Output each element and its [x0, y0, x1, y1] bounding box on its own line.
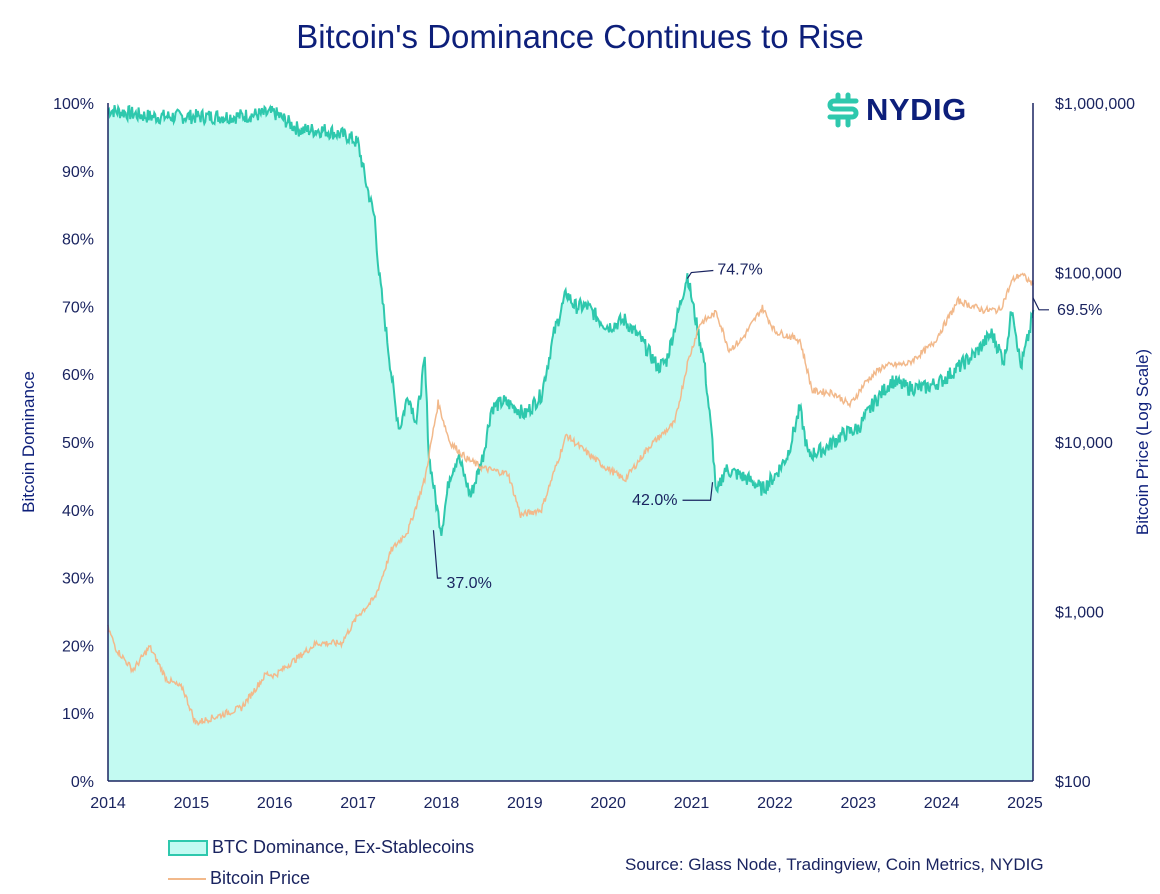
annotation-leader: [686, 269, 714, 279]
y2-tick-label: $1,000,000: [1055, 96, 1135, 113]
x-tick-label: 2021: [674, 795, 710, 812]
y-tick-label: 30%: [62, 571, 94, 588]
nydig-logo: NYDIG: [826, 92, 967, 128]
x-tick-label: 2019: [507, 795, 543, 812]
legend-item-price: Bitcoin Price: [168, 863, 474, 894]
legend-swatch-price: [168, 877, 206, 880]
y2-tick-label: $1,000: [1055, 605, 1104, 622]
y-tick-label: 40%: [62, 503, 94, 520]
y-tick-label: 50%: [62, 435, 94, 452]
annotation-leader: [432, 530, 442, 579]
source-note: Source: Glass Node, Tradingview, Coin Me…: [625, 855, 1044, 874]
x-tick-label: 2022: [757, 795, 793, 812]
annotation-label: 74.7%: [717, 262, 762, 279]
y-axis-label: Bitcoin Dominance: [19, 371, 38, 513]
dominance-area: [108, 105, 1034, 781]
y2-axis-label: Bitcoin Price (Log Scale): [1133, 349, 1152, 535]
x-tick-label: 2025: [1007, 795, 1043, 812]
y2-tick-label: $100: [1055, 774, 1091, 791]
annotation-label: 37.0%: [446, 575, 491, 592]
y2-tick-label: $10,000: [1055, 435, 1113, 452]
price-line: [107, 272, 1035, 727]
x-tick-label: 2016: [257, 795, 293, 812]
annotation-leader: [1032, 297, 1049, 311]
annotation-label: 42.0%: [632, 492, 677, 509]
dominance-line: [107, 103, 1035, 536]
y-tick-label: 80%: [62, 232, 94, 249]
logo-text: NYDIG: [866, 92, 967, 127]
y-tick-label: 10%: [62, 706, 94, 723]
annotation-leader: [682, 482, 714, 501]
x-tick-label: 2014: [90, 795, 126, 812]
legend-label: Bitcoin Price: [210, 868, 311, 888]
legend-label: BTC Dominance, Ex-Stablecoins: [212, 837, 475, 857]
legend-swatch-dominance: [168, 839, 208, 856]
y2-tick-label: $100,000: [1055, 266, 1122, 283]
legend: BTC Dominance, Ex-Stablecoins Bitcoin Pr…: [168, 832, 474, 894]
y-tick-label: 60%: [62, 367, 94, 384]
annotation-label: 69.5%: [1057, 302, 1102, 319]
y-tick-label: 100%: [53, 96, 94, 113]
x-tick-label: 2015: [174, 795, 210, 812]
y-tick-label: 20%: [62, 638, 94, 655]
chart-title: Bitcoin's Dominance Continues to Rise: [296, 18, 864, 55]
nydig-logo-icon: [827, 92, 859, 128]
x-tick-label: 2018: [424, 795, 460, 812]
x-tick-label: 2017: [340, 795, 376, 812]
x-tick-label: 2024: [924, 795, 960, 812]
legend-item-dominance: BTC Dominance, Ex-Stablecoins: [168, 832, 474, 863]
y-tick-label: 90%: [62, 164, 94, 181]
x-tick-label: 2020: [590, 795, 626, 812]
x-tick-label: 2023: [840, 795, 876, 812]
y-tick-label: 0%: [71, 774, 94, 791]
y-tick-label: 70%: [62, 299, 94, 316]
